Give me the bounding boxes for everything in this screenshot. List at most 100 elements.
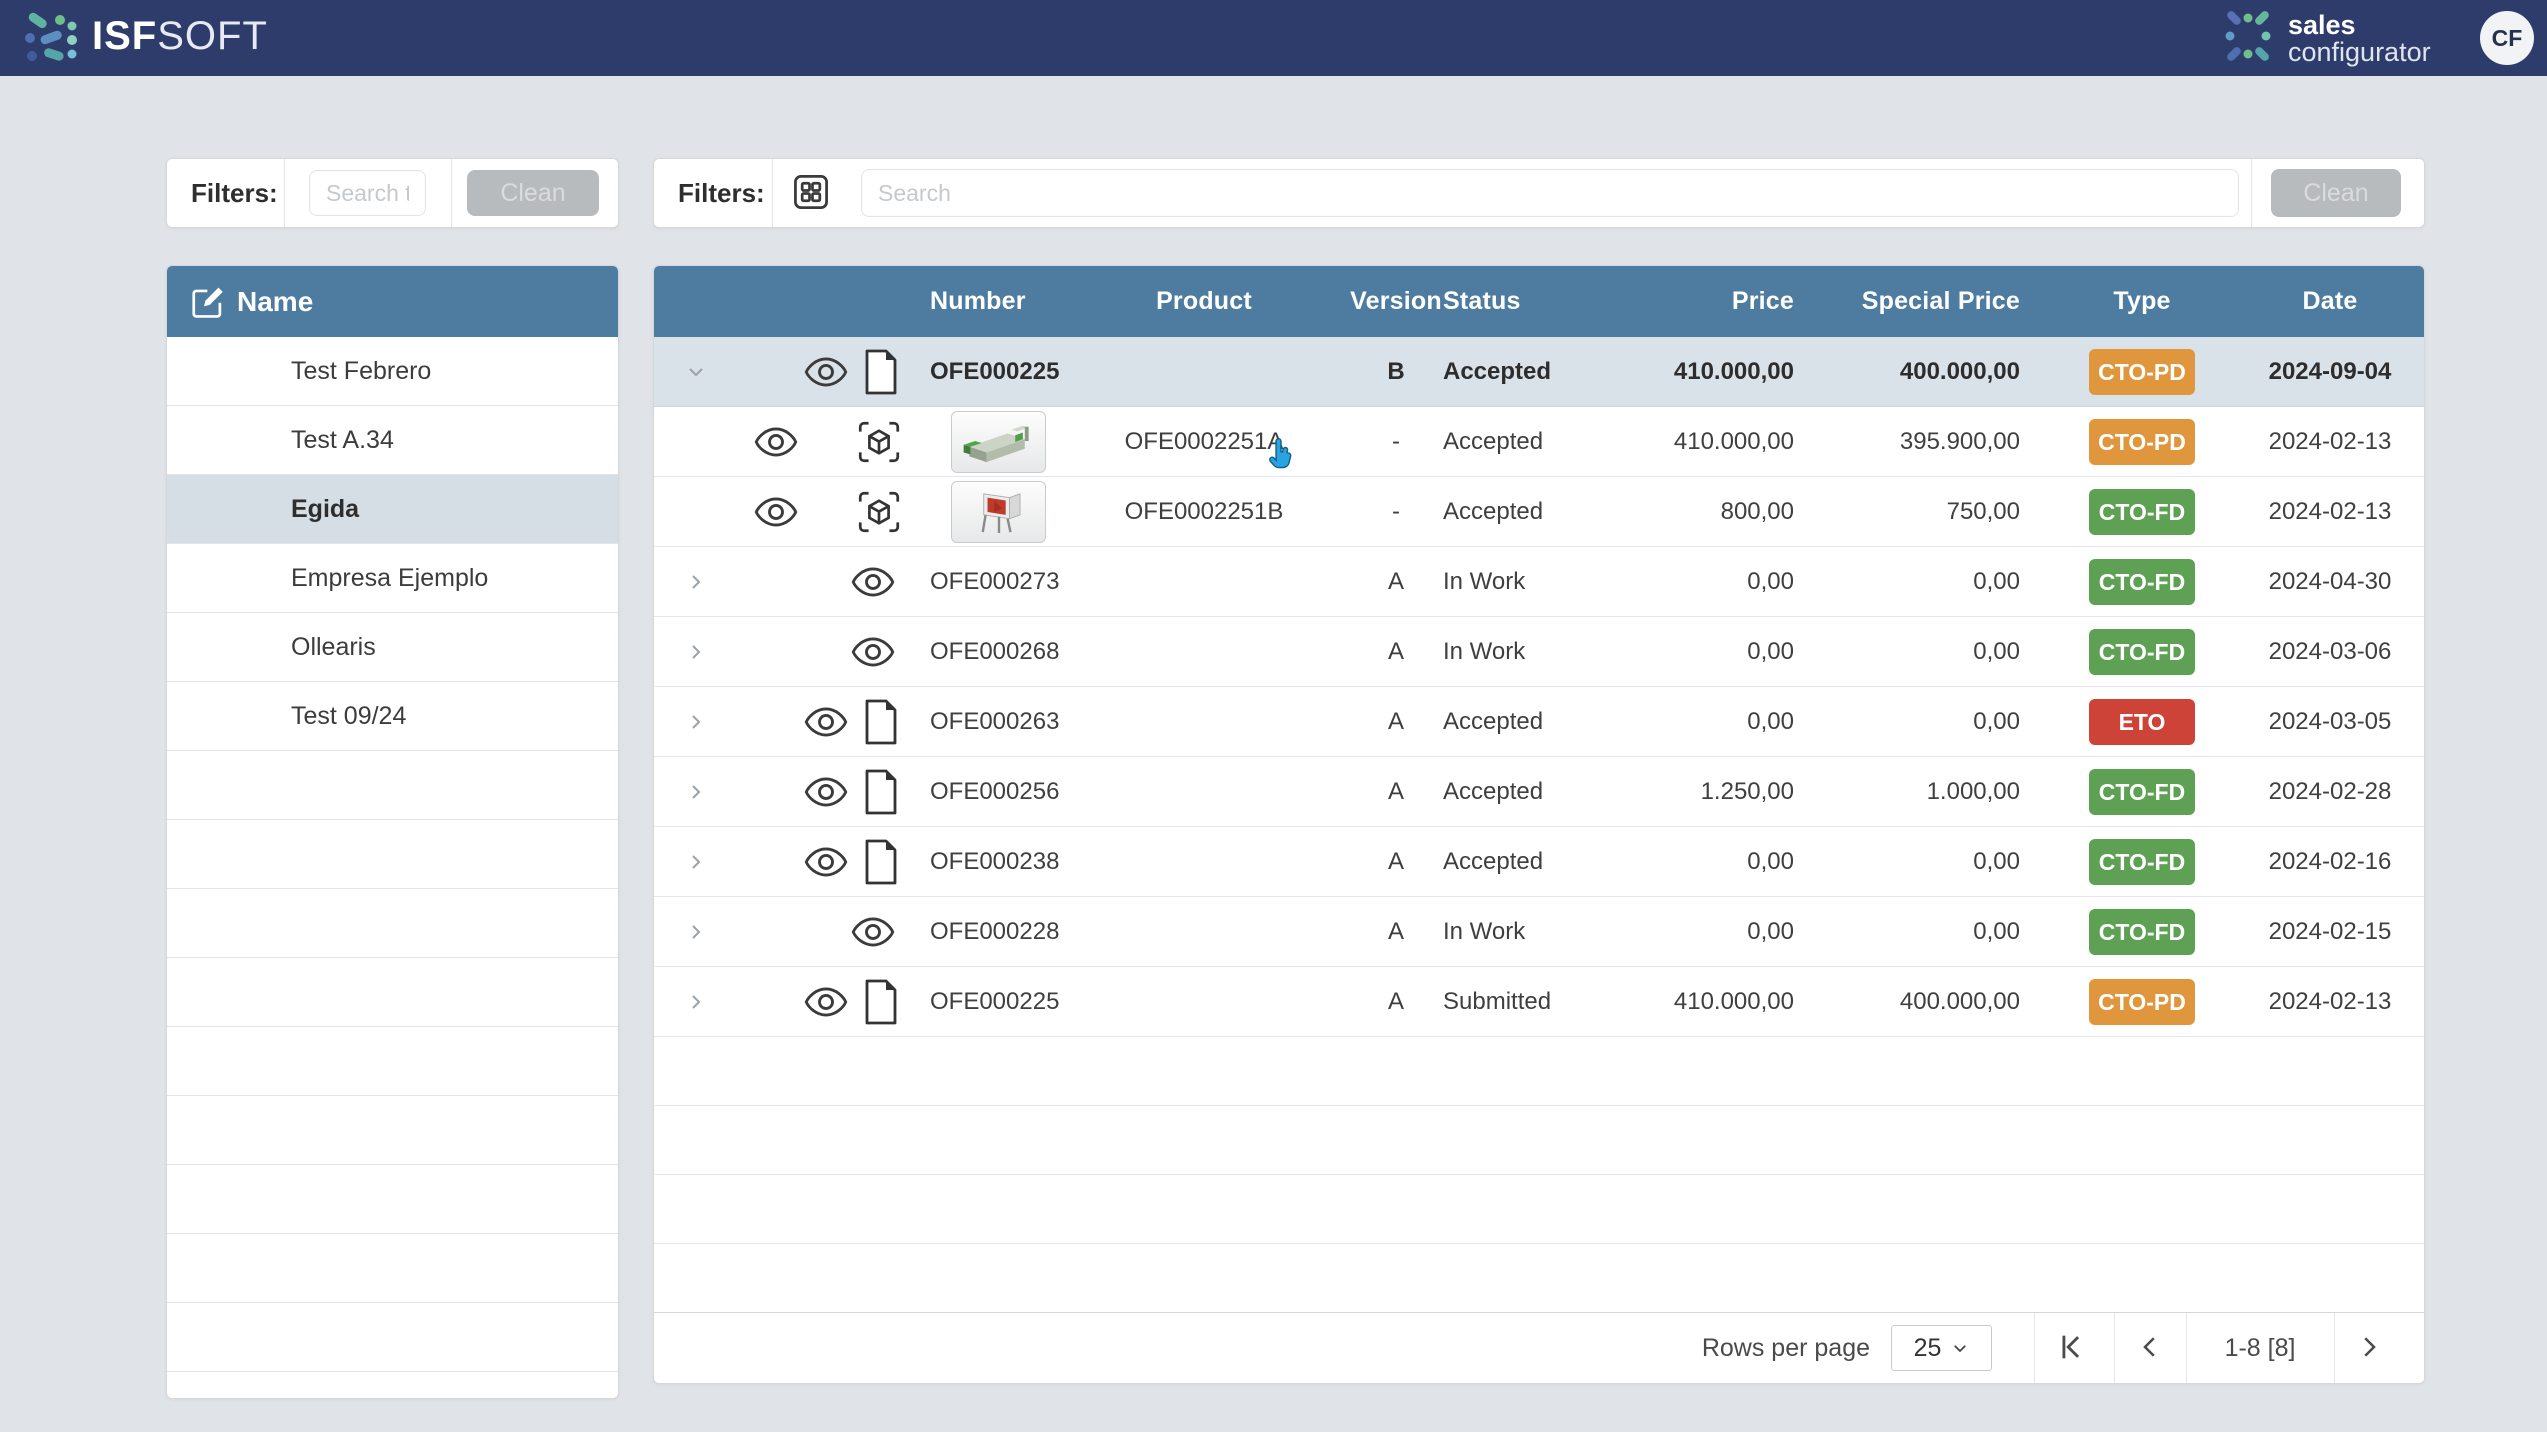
column-header-product[interactable]: Product (1034, 266, 1374, 337)
row-expander[interactable] (676, 757, 716, 826)
offer-subrow[interactable]: OFE0002251B-Accepted800,00750,00CTO-FD20… (654, 477, 2424, 547)
customers-clean-button[interactable]: Clean (467, 170, 599, 216)
customer-row[interactable]: Test Febrero (167, 337, 618, 406)
first-page-button[interactable] (2049, 1326, 2093, 1370)
offers-clean-button[interactable]: Clean (2271, 169, 2401, 217)
offer-price: 0,00 (1574, 617, 1794, 686)
eye-icon[interactable] (753, 489, 799, 535)
offer-number: OFE000273 (930, 547, 1230, 616)
offer-date: 2024-02-15 (2235, 897, 2424, 966)
column-header-version[interactable]: Version (1346, 266, 1446, 337)
offer-special-price: 0,00 (1800, 897, 2020, 966)
offer-special-price: 400.000,00 (1800, 337, 2020, 406)
rows-per-page-value: 25 (1914, 1334, 1942, 1363)
row-expander[interactable] (676, 337, 716, 406)
offer-date: 2024-02-13 (2235, 967, 2424, 1036)
offer-special-price: 1.000,00 (1800, 757, 2020, 826)
offer-number: OFE000263 (930, 687, 1230, 756)
offer-row[interactable]: OFE000225ASubmitted410.000,00400.000,00C… (654, 967, 2424, 1037)
row-expander[interactable] (676, 617, 716, 686)
offer-row[interactable]: OFE000225BAccepted410.000,00400.000,00CT… (654, 337, 2424, 407)
document-icon[interactable] (861, 698, 901, 746)
eye-icon[interactable] (803, 979, 849, 1025)
previous-page-button[interactable] (2128, 1326, 2172, 1370)
user-avatar[interactable]: CF (2480, 11, 2534, 65)
document-icon[interactable] (861, 348, 901, 396)
offer-price: 410.000,00 (1574, 967, 1794, 1036)
next-page-button[interactable] (2347, 1326, 2391, 1370)
empty-customer-row (167, 1303, 618, 1372)
customer-row[interactable]: Egida (167, 475, 618, 544)
offer-price: 800,00 (1574, 477, 1794, 546)
chevron-down-icon (1951, 1339, 1969, 1357)
customers-search-input[interactable] (309, 170, 426, 216)
offer-number: OFE000225 (930, 967, 1230, 1036)
row-expander[interactable] (676, 827, 716, 896)
offer-special-price: 750,00 (1800, 477, 2020, 546)
chevron-right-icon (684, 710, 708, 734)
customer-row[interactable]: Ollearis (167, 613, 618, 682)
offer-row[interactable]: OFE000273AIn Work0,000,00CTO-FD2024-04-3… (654, 547, 2424, 617)
view-offer-cell (803, 827, 849, 896)
column-header-status[interactable]: Status (1443, 266, 1521, 337)
row-expander[interactable] (676, 897, 716, 966)
3d-view-icon[interactable] (854, 417, 904, 467)
empty-customer-row (167, 751, 618, 820)
pagination-bar: Rows per page 25 1-8 [8] (654, 1312, 2424, 1383)
offers-search-input[interactable] (861, 169, 2239, 217)
customer-row[interactable]: Test A.34 (167, 406, 618, 475)
document-icon[interactable] (861, 768, 901, 816)
offer-special-price: 0,00 (1800, 827, 2020, 896)
offer-row[interactable]: OFE000228AIn Work0,000,00CTO-FD2024-02-1… (654, 897, 2424, 967)
view-offer-cell (850, 617, 896, 686)
empty-customer-row (167, 1096, 618, 1165)
offer-document-cell (861, 967, 901, 1036)
eye-icon[interactable] (850, 559, 896, 605)
row-expander[interactable] (676, 687, 716, 756)
type-badge: CTO-FD (2089, 629, 2195, 675)
offers-table-body: OFE000225BAccepted410.000,00400.000,00CT… (654, 337, 2424, 1313)
column-header-date[interactable]: Date (2235, 266, 2425, 337)
eye-icon[interactable] (850, 629, 896, 675)
offer-row[interactable]: OFE000268AIn Work0,000,00CTO-FD2024-03-0… (654, 617, 2424, 687)
eye-icon[interactable] (803, 699, 849, 745)
empty-customer-row (167, 1027, 618, 1096)
column-header-special-price[interactable]: Special Price (1800, 266, 2020, 337)
3d-view-icon[interactable] (854, 487, 904, 537)
chevron-down-icon (684, 360, 708, 384)
chevron-right-icon (684, 780, 708, 804)
eye-icon[interactable] (753, 419, 799, 465)
offer-version: A (1346, 967, 1446, 1036)
column-header-price[interactable]: Price (1574, 266, 1794, 337)
customer-row[interactable]: Test 09/24 (167, 682, 618, 751)
document-icon[interactable] (861, 978, 901, 1026)
product-thumbnail-machine[interactable] (951, 411, 1046, 473)
product-thumbnail-flag[interactable] (951, 481, 1046, 543)
document-icon[interactable] (861, 838, 901, 886)
rows-per-page-select[interactable]: 25 (1891, 1325, 1992, 1371)
eye-icon[interactable] (803, 769, 849, 815)
eye-icon[interactable] (803, 839, 849, 885)
grid-view-button[interactable] (785, 169, 837, 217)
customers-header[interactable]: Name (167, 266, 618, 337)
eye-icon[interactable] (803, 349, 849, 395)
column-header-number[interactable]: Number (930, 266, 1026, 337)
view-item-cell (753, 477, 799, 546)
chevron-right-icon (684, 640, 708, 664)
offer-number: OFE000238 (930, 827, 1230, 896)
offer-row[interactable]: OFE000263AAccepted0,000,00ETO2024-03-05 (654, 687, 2424, 757)
offer-subrow[interactable]: OFE0002251A-Accepted410.000,00395.900,00… (654, 407, 2424, 477)
offer-row[interactable]: OFE000238AAccepted0,000,00CTO-FD2024-02-… (654, 827, 2424, 897)
row-expander[interactable] (676, 967, 716, 1036)
customers-panel: Name Test FebreroTest A.34EgidaEmpresa E… (166, 265, 619, 1399)
offer-number: OFE000268 (930, 617, 1230, 686)
3d-view-cell (854, 477, 904, 546)
navbar: ISFSOFT sales configurator CF (0, 0, 2547, 76)
view-offer-cell (803, 687, 849, 756)
offer-row[interactable]: OFE000256AAccepted1.250,001.000,00CTO-FD… (654, 757, 2424, 827)
eye-icon[interactable] (850, 909, 896, 955)
row-expander[interactable] (676, 547, 716, 616)
column-header-type[interactable]: Type (2089, 266, 2195, 337)
edit-icon[interactable] (189, 283, 227, 321)
customer-row[interactable]: Empresa Ejemplo (167, 544, 618, 613)
